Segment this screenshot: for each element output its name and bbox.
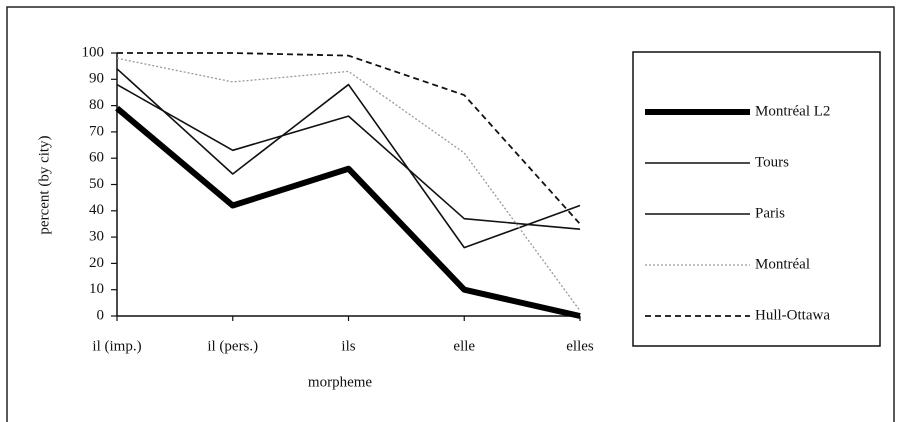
y-axis-label: percent (by city) [36, 135, 52, 234]
y-tick-label: 20 [89, 255, 104, 271]
frame [6, 6, 895, 422]
legend-label: Hull-Ottawa [755, 307, 830, 323]
series-line [115, 105, 581, 319]
x-tick-label: elles [566, 338, 594, 354]
legend-label: Montréal L2 [755, 103, 830, 119]
x-tick-label: ils [341, 338, 355, 354]
x-tick-label: il (pers.) [207, 338, 258, 354]
series-line [116, 57, 581, 312]
y-tick-label: 60 [89, 150, 104, 166]
series-line [116, 68, 581, 249]
legend-label: Tours [755, 154, 789, 170]
y-tick-label: 0 [97, 307, 105, 323]
y-tick-label: 100 [82, 44, 105, 60]
y-tick-label: 10 [89, 281, 104, 297]
x-tick-label: il (imp.) [92, 338, 141, 354]
y-tick-label: 40 [89, 202, 104, 218]
y-tick-label: 50 [89, 176, 104, 192]
y-tick-label: 30 [89, 229, 104, 245]
legend-label: Paris [755, 205, 785, 221]
series-line [116, 83, 581, 231]
y-tick-label: 80 [89, 97, 104, 113]
legend-box [632, 51, 881, 347]
legend-label: Montréal [755, 256, 810, 272]
series-line [117, 52, 581, 225]
y-tick-label: 90 [89, 71, 104, 87]
x-tick-label: elle [453, 338, 475, 354]
x-axis-label: morpheme [308, 374, 372, 390]
y-tick-label: 70 [89, 123, 104, 139]
